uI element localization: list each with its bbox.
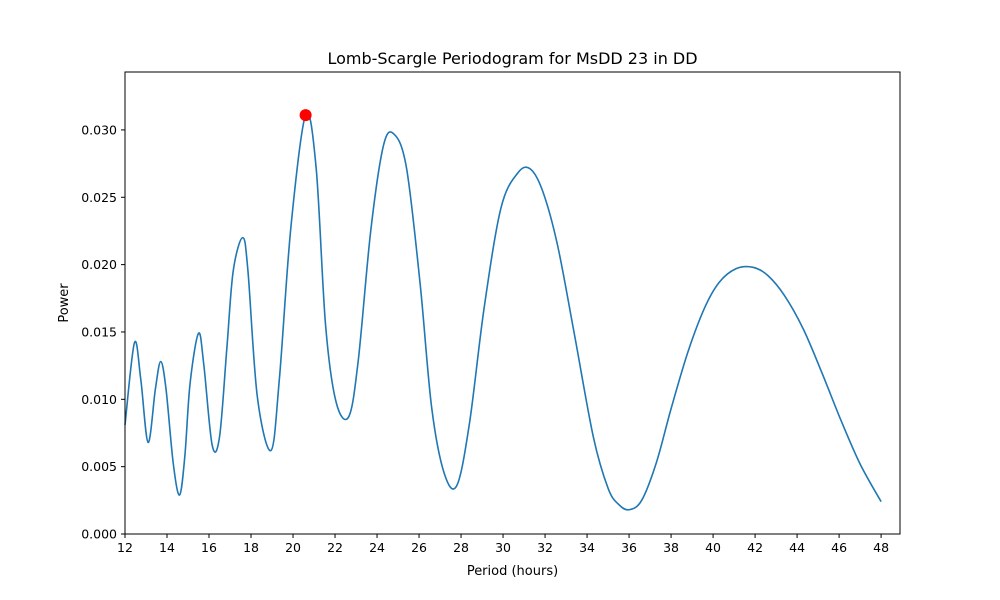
x-tick-label: 16	[201, 540, 217, 555]
y-tick-label: 0.030	[81, 122, 117, 137]
y-tick-label: 0.010	[81, 392, 117, 407]
x-tick-label: 24	[369, 540, 385, 555]
axes-frame	[124, 71, 901, 535]
x-tick-label: 38	[663, 540, 679, 555]
x-axis-ticks: 12 14 16 18 20 22 24 26 28 30 32 34 36 38 40 42 44 46 48	[117, 534, 889, 555]
y-axis-label: Power	[57, 283, 72, 323]
y-tick-label: 0.015	[81, 324, 117, 339]
x-tick-label: 14	[159, 540, 175, 555]
x-tick-label: 20	[285, 540, 301, 555]
x-tick-label: 36	[621, 540, 637, 555]
chart-title: Lomb-Scargle Periodogram for MsDD 23 in …	[327, 49, 697, 68]
x-tick-label: 42	[747, 540, 763, 555]
peak-marker	[299, 109, 312, 122]
y-tick-label: 0.025	[81, 190, 117, 205]
x-axis-label: Period (hours)	[467, 564, 558, 579]
x-tick-label: 22	[327, 540, 343, 555]
y-tick-label: 0.000	[81, 527, 117, 542]
x-tick-label: 18	[243, 540, 259, 555]
x-tick-label: 46	[831, 540, 847, 555]
x-tick-label: 40	[705, 540, 721, 555]
x-tick-label: 34	[579, 540, 595, 555]
x-tick-label: 48	[873, 540, 889, 555]
y-tick-label: 0.005	[81, 459, 117, 474]
x-tick-label: 30	[495, 540, 511, 555]
x-tick-label: 28	[453, 540, 469, 555]
series-line	[124, 112, 882, 511]
y-tick-label: 0.020	[81, 257, 117, 272]
x-tick-label: 12	[117, 540, 133, 555]
x-tick-label: 44	[789, 540, 805, 555]
y-axis-ticks: 0.000 0.005 0.010 0.015 0.020 0.025 0.030	[81, 122, 125, 542]
plot-area	[124, 109, 882, 511]
x-tick-label: 26	[411, 540, 427, 555]
x-tick-label: 32	[537, 540, 553, 555]
